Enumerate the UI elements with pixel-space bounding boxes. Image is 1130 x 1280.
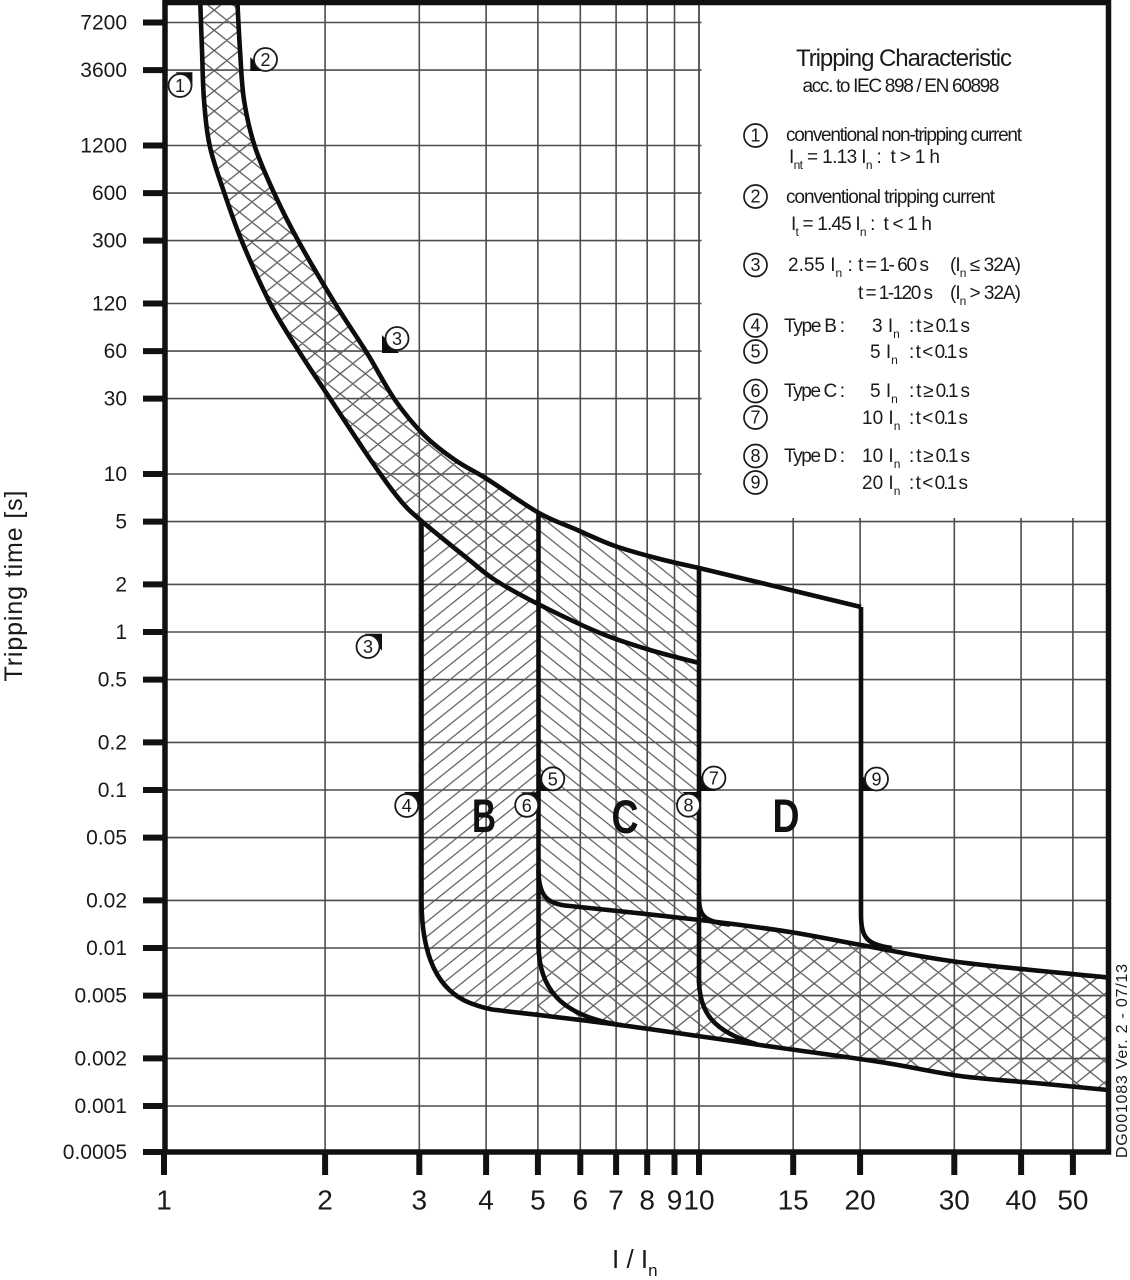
svg-text:120: 120 [92, 293, 127, 316]
svg-text:: t < 0.1 s: : t < 0.1 s [909, 473, 968, 494]
svg-text:: t ≥ 0.1 s: : t ≥ 0.1 s [909, 316, 970, 337]
svg-text:5: 5 [750, 342, 760, 362]
svg-text:10: 10 [683, 1185, 714, 1216]
svg-text:9: 9 [871, 770, 881, 790]
svg-text:Tripping time [s]: Tripping time [s] [0, 491, 28, 682]
svg-text:30: 30 [939, 1185, 970, 1216]
svg-text:4: 4 [402, 796, 412, 816]
svg-text:t = 1-120 s: t = 1-120 s [858, 283, 933, 304]
svg-text:7: 7 [750, 408, 760, 428]
svg-text:2: 2 [260, 50, 270, 70]
svg-text:: t ≥ 0.1 s: : t ≥ 0.1 s [909, 446, 970, 467]
svg-text:8: 8 [639, 1185, 655, 1216]
svg-text:5: 5 [115, 511, 127, 534]
svg-text:5: 5 [530, 1185, 546, 1216]
svg-text:600: 600 [92, 182, 127, 205]
svg-text:: t ≥ 0.1 s: : t ≥ 0.1 s [909, 381, 970, 402]
svg-text:9: 9 [750, 473, 760, 493]
svg-text:Type B :: Type B : [784, 316, 845, 337]
svg-text:1200: 1200 [80, 135, 127, 158]
svg-text:: t < 0.1 s: : t < 0.1 s [909, 408, 968, 429]
svg-text:1: 1 [115, 621, 127, 644]
svg-text:1: 1 [156, 1185, 172, 1216]
svg-text:0.02: 0.02 [86, 889, 127, 912]
svg-text:Type D :: Type D : [784, 446, 845, 467]
svg-text:7: 7 [608, 1185, 624, 1216]
svg-text:0.002: 0.002 [74, 1047, 127, 1070]
svg-text:5: 5 [548, 769, 558, 789]
svg-text:2.55 In :: 2.55 In : [788, 255, 853, 280]
svg-text:0.01: 0.01 [86, 937, 127, 960]
svg-text:D: D [773, 789, 800, 842]
svg-text:0.5: 0.5 [98, 669, 127, 692]
svg-text:50: 50 [1057, 1185, 1088, 1216]
svg-text:8: 8 [750, 446, 760, 466]
svg-text:8: 8 [683, 796, 693, 816]
svg-text:conventional tripping current: conventional tripping current [786, 187, 996, 208]
svg-text:3: 3 [750, 255, 760, 275]
svg-text:7200: 7200 [80, 12, 127, 35]
svg-text:6: 6 [573, 1185, 589, 1216]
svg-text:2: 2 [115, 573, 127, 596]
svg-text:DG001083 Ver. 2 - 07/13: DG001083 Ver. 2 - 07/13 [1114, 964, 1130, 1158]
svg-text:2: 2 [317, 1185, 333, 1216]
svg-text:Tripping Characteristic: Tripping Characteristic [796, 45, 1012, 72]
svg-text:5 In: 5 In [870, 381, 898, 406]
svg-text:t = 1- 60 s: t = 1- 60 s [858, 255, 929, 276]
svg-text:acc. to IEC 898 / EN 60898: acc. to IEC 898 / EN 60898 [803, 76, 1000, 97]
svg-text:2: 2 [750, 187, 760, 207]
svg-text:300: 300 [92, 230, 127, 253]
svg-text:3: 3 [392, 329, 402, 349]
svg-text:0.05: 0.05 [86, 827, 127, 850]
svg-text:0.0005: 0.0005 [63, 1141, 127, 1164]
svg-text:6: 6 [522, 796, 532, 816]
svg-text:3600: 3600 [80, 59, 127, 82]
svg-text:30: 30 [104, 388, 127, 411]
svg-text:4: 4 [478, 1185, 494, 1216]
svg-text:10: 10 [104, 463, 127, 486]
svg-text:7: 7 [709, 769, 719, 789]
svg-text:20: 20 [845, 1185, 876, 1216]
svg-text:0.2: 0.2 [98, 731, 127, 754]
svg-text:conventional non-tripping curr: conventional non-tripping current [786, 125, 1023, 146]
svg-text:0.1: 0.1 [98, 779, 127, 802]
svg-text:1: 1 [750, 126, 760, 146]
svg-text:Int = 1.13 In : t > 1 h: Int = 1.13 In : t > 1 h [789, 147, 940, 172]
svg-text:9: 9 [667, 1185, 683, 1216]
svg-text:6: 6 [750, 381, 760, 401]
svg-text:1: 1 [175, 76, 185, 96]
svg-text:B: B [472, 789, 496, 842]
svg-text:15: 15 [778, 1185, 809, 1216]
svg-text:0.001: 0.001 [74, 1095, 127, 1118]
svg-text:60: 60 [104, 340, 127, 363]
svg-text:C: C [612, 790, 639, 843]
svg-text:Type C :: Type C : [784, 381, 845, 402]
svg-text:40: 40 [1006, 1185, 1037, 1216]
svg-text:: t < 0.1 s: : t < 0.1 s [909, 342, 968, 363]
svg-text:4: 4 [750, 316, 760, 336]
svg-text:3: 3 [412, 1185, 428, 1216]
svg-text:3: 3 [363, 637, 373, 657]
svg-text:0.005: 0.005 [74, 985, 127, 1008]
